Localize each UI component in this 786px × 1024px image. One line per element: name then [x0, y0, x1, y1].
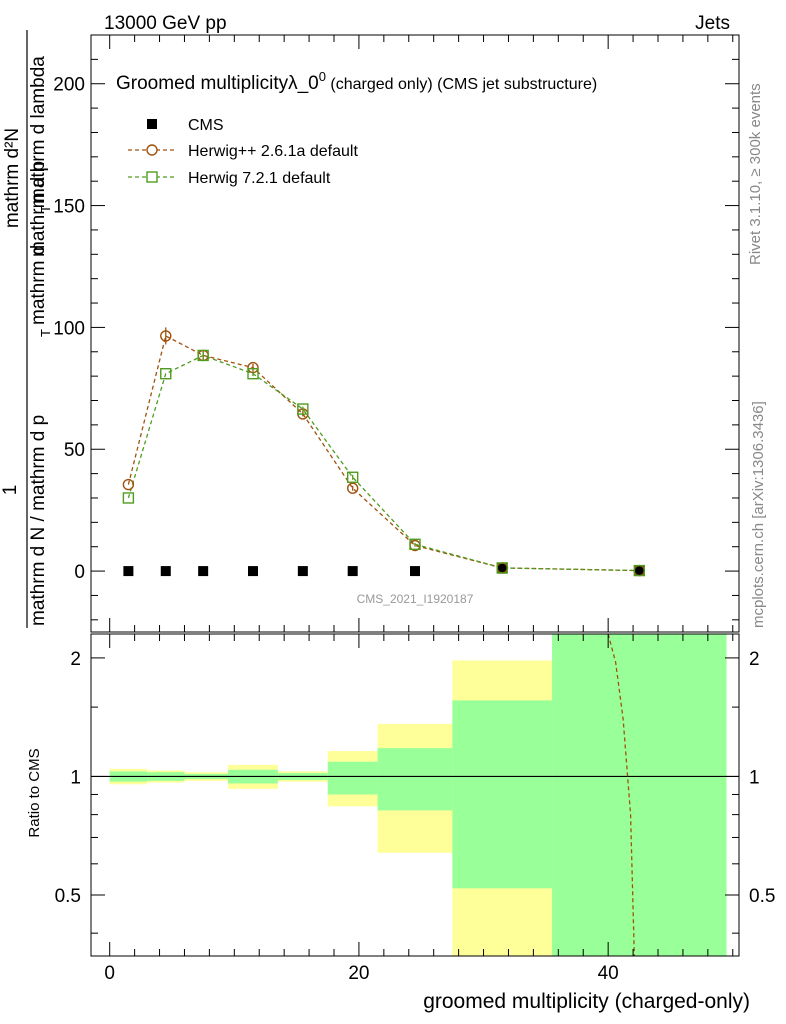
- legend-label: Herwig++ 2.6.1a default: [188, 143, 358, 160]
- ylabel-subscript-2: T: [38, 205, 53, 213]
- ylabel-numerator: mathrm d²N: [2, 128, 23, 228]
- analysis-label: CMS_2021_I1920187: [357, 592, 474, 606]
- xtick-label: 40: [598, 963, 619, 984]
- ylabel-mid: mathrm d: [28, 245, 49, 325]
- cms-point: [497, 563, 508, 574]
- title-sup: 0: [319, 69, 326, 84]
- cms-point: [347, 566, 358, 577]
- ytick-label: 150: [53, 197, 85, 218]
- ytick-label: 100: [53, 318, 85, 339]
- herwig7-point: [633, 564, 646, 577]
- process-label: Jets: [695, 13, 730, 34]
- ylabel-subscript-1: T: [38, 329, 53, 337]
- xtick-label: 20: [348, 963, 369, 984]
- series-line-1: [127, 334, 640, 572]
- ytick-label: 50: [64, 440, 85, 461]
- herwigpp-point: [346, 482, 359, 494]
- ytick-label: 0: [74, 562, 85, 583]
- cms-point: [297, 566, 308, 577]
- xtick-label: 0: [104, 963, 115, 984]
- ratio-axes: 0.5 0.51 12 20 20 40: [55, 634, 775, 984]
- plot-title: Groomed multiplicityλ_00 (charged only) …: [116, 69, 597, 94]
- series-line-2: [127, 354, 640, 572]
- legend: CMS Herwig++ 2.6.1a default Herwig 7.2.1 d…: [128, 117, 358, 187]
- ratio-bands: [109, 634, 727, 956]
- legend-marker-cms: [147, 119, 157, 129]
- main-series-lines: [127, 334, 640, 572]
- legend-marker-herwigpp: [146, 144, 158, 156]
- ratio-ytick-label: 0.5: [55, 886, 81, 907]
- legend-label: Herwig 7.2.1 default: [188, 170, 331, 187]
- herwig7-point: [122, 492, 135, 504]
- herwig7-point: [197, 349, 209, 362]
- herwig7-point: [346, 471, 359, 483]
- herwig7-point: [409, 538, 421, 550]
- herwig7-point: [297, 403, 309, 415]
- cms-point: [198, 566, 209, 577]
- legend-marker-herwig7: [146, 171, 158, 183]
- energy-label: 13000 GeV pp: [104, 13, 227, 34]
- legend-label: CMS: [188, 117, 224, 134]
- rivet-label: Rivet 3.1.10, ≥ 300k events: [747, 83, 764, 265]
- ratio-ytick-label: 1: [70, 767, 81, 788]
- cms-point: [123, 566, 134, 577]
- ratio-ylabel: Ratio to CMS: [26, 748, 43, 837]
- mcplots-label: mcplots.cern.ch [arXiv:1306.3436]: [750, 401, 767, 628]
- ratio-band-green: [552, 634, 727, 956]
- ylabel-denominator-a: mathrm d N / mathrm d p: [28, 415, 49, 626]
- main-frame: [90, 34, 740, 633]
- ylabel-denominator-c: mathrm d lambda: [28, 56, 49, 204]
- herwig7-point: [247, 368, 259, 380]
- main-series-markers: [122, 327, 646, 577]
- cms-point: [248, 566, 258, 577]
- title-rest: (charged only) (CMS jet substructure): [326, 76, 597, 93]
- ylabel-denominator-b: mathrm d p: [28, 161, 49, 257]
- ratio-ytick-label-right: 0.5: [749, 886, 775, 907]
- main-axes: 0 50 100 150 200: [53, 34, 739, 632]
- ratio-band-green: [377, 748, 453, 811]
- ratio-ytick-label-right: 1: [749, 767, 760, 788]
- ratio-band-green: [452, 700, 553, 889]
- main-ylabel: 1 mathrm d²N mathrm d N / mathrm d p T m…: [0, 30, 53, 628]
- herwig7-point: [496, 562, 508, 574]
- herwigpp-point: [160, 330, 172, 342]
- ylabel-prefix: 1: [0, 485, 21, 496]
- ratio-ytick-label-right: 2: [749, 649, 760, 670]
- xlabel: groomed multiplicity (charged-only): [423, 990, 750, 1013]
- ratio-frame: [90, 633, 740, 957]
- ratio-lines: [91, 633, 739, 957]
- cms-point: [410, 566, 420, 577]
- ratio-ytick-label: 2: [70, 649, 81, 670]
- herwigpp-point: [122, 478, 135, 491]
- ratio-curve: [607, 633, 635, 957]
- herwig7-point: [160, 368, 172, 380]
- ytick-label: 200: [53, 75, 85, 96]
- cms-point: [160, 566, 171, 577]
- title-main: Groomed multiplicityλ_0: [116, 73, 319, 94]
- cms-point: [634, 565, 645, 576]
- ratio-band-green: [327, 761, 378, 795]
